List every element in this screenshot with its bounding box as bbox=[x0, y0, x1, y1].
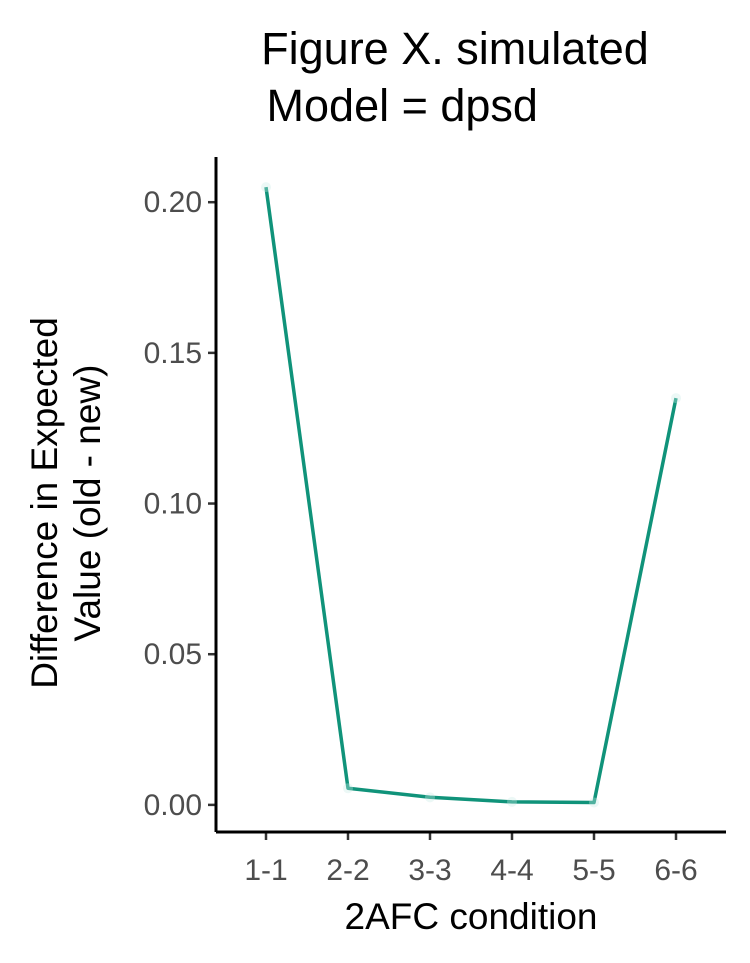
y-tick-label: 0.10 bbox=[144, 488, 202, 521]
x-tick-label: 3-3 bbox=[408, 854, 451, 887]
y-tick-label: 0.15 bbox=[144, 337, 202, 370]
y-tick-label: 0.20 bbox=[144, 186, 202, 219]
x-tick-label: 1-1 bbox=[244, 854, 287, 887]
x-axis-title: 2AFC condition bbox=[345, 896, 598, 937]
x-tick-label: 2-2 bbox=[326, 854, 369, 887]
chart-title: Figure X. simulated Model = dpsd bbox=[254, 23, 649, 131]
y-axis-title-line-1: Difference in Expected bbox=[24, 317, 65, 689]
y-axis-title: Difference in Expected Value (old - new) bbox=[24, 317, 108, 689]
plot-series bbox=[261, 182, 681, 808]
data-point bbox=[671, 393, 681, 404]
y-tick-label: 0.05 bbox=[144, 638, 202, 671]
series-line bbox=[264, 186, 678, 805]
y-axis-ticks: 0.00 0.05 0.10 0.15 0.20 bbox=[144, 186, 216, 822]
x-tick-label: 6-6 bbox=[654, 854, 697, 887]
data-point bbox=[425, 792, 435, 803]
data-point bbox=[507, 796, 517, 807]
x-tick-label: 5-5 bbox=[572, 854, 615, 887]
x-axis-ticks: 1-1 2-2 3-3 4-4 5-5 6-6 bbox=[244, 832, 698, 887]
chart-title-line-2: Model = dpsd bbox=[254, 80, 538, 131]
y-axis-title-line-2: Value (old - new) bbox=[67, 365, 108, 642]
data-point bbox=[261, 182, 271, 193]
chart-title-line-1: Figure X. simulated bbox=[261, 23, 649, 74]
y-tick-label: 0.00 bbox=[144, 789, 202, 822]
data-point bbox=[589, 797, 599, 808]
x-tick-label: 4-4 bbox=[490, 854, 533, 887]
data-point bbox=[343, 783, 353, 794]
